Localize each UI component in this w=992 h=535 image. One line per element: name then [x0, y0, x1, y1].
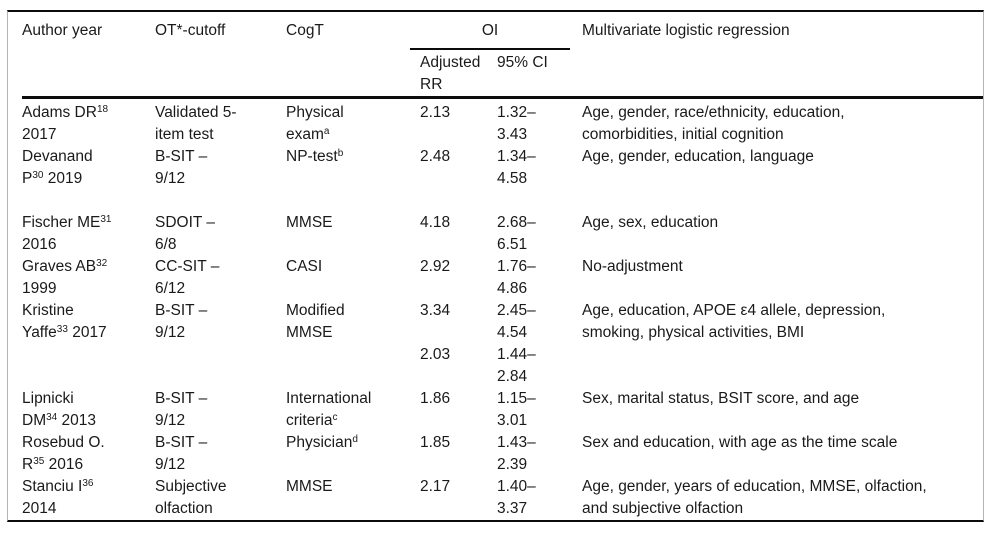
cell-ci-95: 1.34– 4.58 — [497, 148, 536, 187]
cell-adjusted-rr: 2.17 — [420, 478, 451, 495]
cell-cogt: International criteriac — [286, 390, 372, 429]
table-row: Graves AB32 1999 CC-SIT –6/12 CASI 2.92 1.76–… — [22, 256, 983, 300]
cell-adjusted-rr: 1.86 — [420, 390, 451, 407]
cell-ci-95: 1.76– 4.86 — [497, 258, 536, 297]
table-row: Lipnicki DM34 2013 B-SIT –9/12 Internationa… — [22, 388, 983, 432]
cell-author-year: Stanciu I36 2014 — [22, 477, 94, 517]
cell-adjusted-rr: 2.48 — [420, 148, 451, 165]
study-table: Author year OT*-cutoff CogT OI Multivari… — [22, 12, 983, 520]
cell-ot-cutoff: SDOIT –6/8 — [155, 214, 216, 253]
cell-cogt: MMSE — [286, 214, 333, 231]
study-table-frame: Author year OT*-cutoff CogT OI Multivari… — [7, 10, 984, 522]
cell-cogt: Physical exama — [286, 104, 344, 143]
cell-ot-cutoff: Validated 5- item test — [155, 104, 237, 143]
col-header-adjusted-rr: Adjusted RR — [420, 52, 497, 99]
cell-ot-cutoff: B-SIT –9/12 — [155, 148, 208, 187]
cell-author-year: Rosebud O. R35 2016 — [22, 434, 105, 473]
table-row: Stanciu I36 2014 Subjective olfaction MMSE 2.… — [22, 476, 983, 520]
cell-cogt: MMSE — [286, 478, 333, 495]
table-row: Fischer ME31 2016 SDOIT –6/8 MMSE 4.18 2.68– 6… — [22, 212, 983, 256]
cell-ot-cutoff: B-SIT –9/12 — [155, 302, 208, 341]
cell-ot-cutoff: Subjective olfaction — [155, 478, 227, 517]
cell-adjustment-variables: Age, education, APOE ε4 allele, depressi… — [582, 302, 886, 341]
col-header-95ci: 95% CI — [497, 52, 582, 99]
cell-adjusted-rr: 2.92 — [420, 258, 451, 275]
table-body: Adams DR18 2017 Validated 5- item test Physi… — [22, 98, 983, 521]
cell-adjusted-rr: 4.18 — [420, 214, 451, 231]
cell-cogt: Modified MMSE — [286, 302, 345, 341]
cell-author-year: Graves AB32 1999 — [22, 257, 108, 297]
cell-ci-95: 1.15– 3.01 — [497, 390, 536, 429]
cell-adjustment-variables: No-adjustment — [582, 258, 683, 275]
cell-adjusted-rr: 1.85 — [420, 434, 451, 451]
cell-author-year: Fischer ME31 2016 — [22, 213, 112, 253]
table-row: Adams DR18 2017 Validated 5- item test Physi… — [22, 98, 983, 147]
cell-cogt: NP-testb — [286, 147, 344, 165]
cell-author-year: Devanand P30 2019 — [22, 148, 93, 187]
cell-adjustment-variables: Age, sex, education — [582, 214, 719, 231]
cell-ot-cutoff: CC-SIT –6/12 — [155, 258, 220, 297]
cell-author-year: Lipnicki DM34 2013 — [22, 390, 97, 429]
cell-adjustment-variables: Sex and education, with age as the time … — [582, 434, 898, 451]
col-header-ot-cutoff: OT*-cutoff — [155, 12, 286, 99]
table-header: Author year OT*-cutoff CogT OI Multivari… — [22, 12, 983, 99]
cell-ot-cutoff: B-SIT –9/12 — [155, 390, 208, 429]
cell-ci-95: 1.40– 3.37 — [497, 478, 536, 517]
col-header-oi-group: OI — [410, 12, 582, 52]
cell-ci-95: 2.68– 6.51 — [497, 214, 536, 253]
cell-adjustment-variables: Age, gender, race/ethnicity, education, c… — [582, 104, 845, 143]
cell-adjustment-variables: Sex, marital status, BSIT score, and age — [582, 390, 860, 407]
cell-cogt: Physiciand — [286, 433, 358, 451]
cell-adjusted-rr: 3.34 2.03 — [420, 302, 451, 363]
cell-author-year: Kristine Yaffe33 2017 — [22, 302, 107, 341]
table-row: Rosebud O. R35 2016 B-SIT –9/12 Physiciand 1… — [22, 432, 983, 476]
col-header-author-year: Author year — [22, 12, 155, 99]
cell-adjusted-rr: 2.13 — [420, 104, 451, 121]
cell-author-year: Adams DR18 2017 — [22, 103, 109, 143]
cell-ci-95: 1.43– 2.39 — [497, 434, 536, 473]
cell-cogt: CASI — [286, 258, 323, 275]
col-header-multivariate: Multivariate logistic regression — [582, 12, 983, 99]
cell-ci-95: 2.45– 4.54 1.44– 2.84 — [497, 302, 536, 385]
col-header-oi-label: OI — [481, 22, 499, 39]
table-row: Kristine Yaffe33 2017 B-SIT –9/12 Modified M… — [22, 300, 983, 388]
oi-spanner-rule: OI — [410, 20, 570, 50]
cell-ci-95: 1.32– 3.43 — [497, 104, 536, 143]
cell-ot-cutoff: B-SIT –9/12 — [155, 434, 208, 473]
col-header-cogt: CogT — [286, 12, 420, 99]
cell-adjustment-variables: Age, gender, years of education, MMSE, o… — [582, 478, 927, 517]
table-row: Devanand P30 2019 B-SIT –9/12 NP-testb 2.48 1… — [22, 146, 983, 212]
cell-adjustment-variables: Age, gender, education, language — [582, 148, 814, 165]
